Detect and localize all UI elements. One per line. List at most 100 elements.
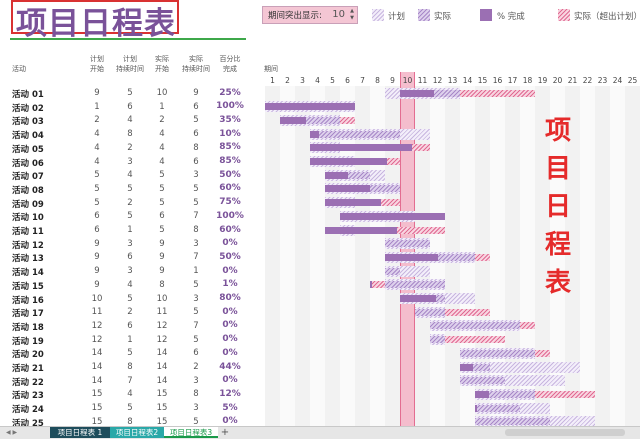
add-sheet-icon[interactable]: +	[220, 427, 230, 438]
percent-complete-cell[interactable]: 100%	[216, 210, 244, 221]
actual-duration-cell[interactable]: 8	[193, 142, 199, 153]
activity-name[interactable]: 活动 23	[12, 391, 44, 402]
actual-start-cell[interactable]: 5	[159, 197, 165, 208]
plan-duration-cell[interactable]: 6	[127, 320, 133, 331]
activity-name[interactable]: 活动 05	[12, 144, 44, 155]
percent-complete-cell[interactable]: 50%	[219, 251, 241, 262]
actual-duration-cell[interactable]: 6	[193, 129, 199, 140]
plan-start-cell[interactable]: 4	[94, 142, 100, 153]
horizontal-scrollbar[interactable]	[505, 429, 625, 436]
plan-duration-cell[interactable]: 1	[127, 225, 133, 235]
percent-complete-cell[interactable]: 100%	[216, 101, 244, 112]
actual-start-cell[interactable]: 12	[156, 334, 168, 345]
percent-complete-cell[interactable]: 0%	[222, 238, 238, 249]
actual-start-cell[interactable]: 4	[159, 129, 165, 140]
actual-start-cell[interactable]: 9	[159, 266, 165, 277]
activity-name[interactable]: 活动 11	[12, 227, 44, 237]
percent-complete-cell[interactable]: 10%	[219, 128, 241, 139]
actual-start-cell[interactable]: 15	[156, 403, 168, 414]
actual-duration-cell[interactable]: 5	[193, 416, 199, 427]
plan-duration-cell[interactable]: 8	[127, 416, 133, 427]
activity-name[interactable]: 活动 18	[12, 322, 44, 333]
actual-start-cell[interactable]: 10	[156, 293, 168, 304]
plan-duration-cell[interactable]: 6	[127, 252, 133, 263]
activity-name[interactable]: 活动 20	[12, 350, 44, 361]
plan-start-cell[interactable]: 14	[91, 362, 103, 372]
actual-duration-cell[interactable]: 3	[193, 403, 199, 414]
plan-start-cell[interactable]: 10	[91, 293, 103, 304]
percent-complete-cell[interactable]: 0%	[222, 347, 238, 358]
actual-start-cell[interactable]: 2	[159, 115, 165, 126]
percent-complete-cell[interactable]: 80%	[219, 293, 241, 303]
percent-complete-cell[interactable]: 0%	[222, 375, 238, 386]
percent-complete-cell[interactable]: 35%	[219, 114, 241, 125]
percent-complete-cell[interactable]: 75%	[219, 197, 241, 208]
plan-duration-cell[interactable]: 4	[127, 389, 133, 400]
plan-duration-cell[interactable]: 8	[127, 362, 133, 372]
plan-start-cell[interactable]: 12	[91, 334, 103, 345]
actual-duration-cell[interactable]: 9	[193, 88, 199, 98]
plan-start-cell[interactable]: 2	[94, 115, 100, 126]
plan-start-cell[interactable]: 11	[91, 307, 103, 318]
percent-complete-cell[interactable]: 12%	[219, 388, 241, 399]
activity-name[interactable]: 活动 24	[12, 405, 44, 416]
plan-start-cell[interactable]: 6	[94, 225, 100, 235]
actual-start-cell[interactable]: 8	[159, 279, 165, 290]
percent-complete-cell[interactable]: 0%	[222, 265, 238, 276]
plan-duration-cell[interactable]: 5	[127, 183, 133, 194]
percent-complete-cell[interactable]: 85%	[219, 142, 241, 153]
plan-duration-cell[interactable]: 7	[127, 375, 133, 386]
actual-duration-cell[interactable]: 5	[193, 334, 199, 345]
percent-complete-cell[interactable]: 5%	[222, 402, 238, 413]
plan-start-cell[interactable]: 5	[94, 170, 100, 181]
actual-duration-cell[interactable]: 3	[193, 293, 199, 304]
percent-complete-cell[interactable]: 1%	[222, 279, 238, 290]
plan-duration-cell[interactable]: 5	[127, 403, 133, 414]
actual-start-cell[interactable]: 9	[159, 252, 165, 263]
plan-start-cell[interactable]: 9	[94, 238, 100, 249]
actual-duration-cell[interactable]: 6	[193, 101, 199, 112]
activity-name[interactable]: 活动 15	[12, 281, 44, 292]
percent-complete-cell[interactable]: 0%	[222, 320, 238, 331]
actual-duration-cell[interactable]: 3	[193, 170, 199, 181]
activity-name[interactable]: 活动 12	[12, 240, 44, 251]
plan-duration-cell[interactable]: 2	[127, 307, 133, 318]
plan-start-cell[interactable]: 9	[94, 88, 100, 98]
plan-start-cell[interactable]: 4	[94, 156, 100, 167]
period-highlight-control[interactable]	[262, 6, 358, 24]
actual-start-cell[interactable]: 14	[156, 348, 168, 359]
activity-name[interactable]: 活动 22	[12, 377, 44, 388]
plan-start-cell[interactable]: 5	[94, 183, 100, 194]
percent-complete-cell[interactable]: 60%	[219, 224, 241, 235]
plan-duration-cell[interactable]: 3	[127, 238, 133, 249]
sheet-tab-2[interactable]: 项目日程表2	[110, 427, 164, 438]
percent-complete-cell[interactable]: 0%	[222, 334, 238, 345]
activity-name[interactable]: 活动 09	[12, 199, 44, 210]
plan-duration-cell[interactable]: 2	[127, 197, 133, 208]
spinner-arrows-icon[interactable]: ▲ ▼	[350, 8, 354, 21]
activity-name[interactable]: 活动 04	[12, 131, 44, 142]
plan-start-cell[interactable]: 14	[91, 375, 103, 386]
percent-complete-cell[interactable]: 50%	[219, 169, 241, 180]
actual-duration-cell[interactable]: 3	[193, 375, 199, 386]
actual-start-cell[interactable]: 14	[156, 362, 168, 372]
actual-start-cell[interactable]: 12	[156, 320, 168, 331]
activity-name[interactable]: 活动 03	[12, 117, 44, 128]
actual-start-cell[interactable]: 14	[156, 375, 168, 386]
plan-start-cell[interactable]: 6	[94, 211, 100, 222]
plan-start-cell[interactable]: 5	[94, 197, 100, 208]
actual-start-cell[interactable]: 5	[159, 183, 165, 194]
actual-start-cell[interactable]: 15	[156, 389, 168, 400]
plan-start-cell[interactable]: 15	[91, 389, 103, 400]
actual-duration-cell[interactable]: 7	[193, 320, 199, 331]
actual-start-cell[interactable]: 6	[159, 211, 165, 222]
percent-complete-cell[interactable]: 0%	[222, 416, 238, 427]
percent-complete-cell[interactable]: 85%	[219, 156, 241, 166]
actual-duration-cell[interactable]: 7	[193, 211, 199, 222]
plan-duration-cell[interactable]: 5	[127, 211, 133, 222]
actual-start-cell[interactable]: 1	[159, 101, 165, 112]
actual-duration-cell[interactable]: 6	[193, 348, 199, 359]
activity-name[interactable]: 活动 02	[12, 103, 44, 114]
actual-duration-cell[interactable]: 5	[193, 183, 199, 194]
plan-duration-cell[interactable]: 5	[127, 88, 133, 98]
